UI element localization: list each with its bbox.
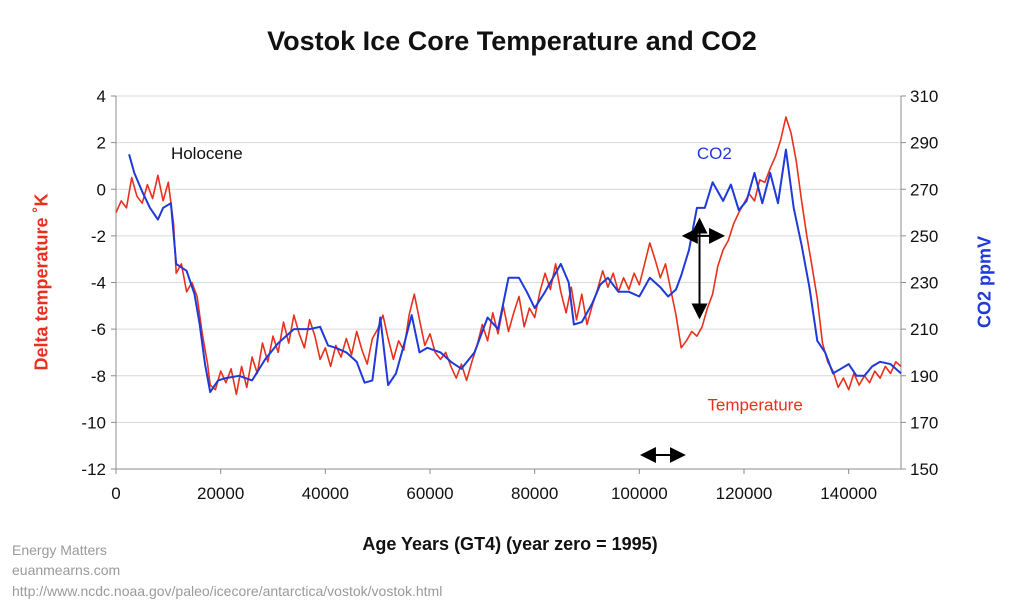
right-tick-label: 230 xyxy=(910,274,938,293)
left-tick-label: 2 xyxy=(97,134,106,153)
right-tick-label: 210 xyxy=(910,320,938,339)
right-tick-label: 170 xyxy=(910,413,938,432)
right-tick-label: 270 xyxy=(910,180,938,199)
x-tick-label: 100000 xyxy=(611,484,668,503)
left-tick-label: -2 xyxy=(91,227,106,246)
x-tick-label: 20000 xyxy=(197,484,244,503)
right-tick-label: 250 xyxy=(910,227,938,246)
series-line-co2 xyxy=(128,148,902,394)
left-tick-label: -6 xyxy=(91,320,106,339)
temperature-series-label: Temperature xyxy=(707,396,802,415)
left-tick-label: 4 xyxy=(97,87,106,106)
left-tick-label: -8 xyxy=(91,367,106,386)
x-tick-label: 40000 xyxy=(302,484,349,503)
x-axis-label: Age Years (GT4) (year zero = 1995) xyxy=(362,534,658,554)
x-tick-label: 60000 xyxy=(406,484,453,503)
left-tick-label: -10 xyxy=(81,413,106,432)
x-tick-label: 120000 xyxy=(716,484,773,503)
right-tick-label: 310 xyxy=(910,87,938,106)
x-tick-label: 80000 xyxy=(511,484,558,503)
x-tick-label: 140000 xyxy=(820,484,877,503)
chart-title: Vostok Ice Core Temperature and CO2 xyxy=(267,26,757,56)
series-line-temperature xyxy=(115,116,902,396)
x-tick-label: 0 xyxy=(111,484,120,503)
left-tick-label: -12 xyxy=(81,460,106,479)
credit-line-2: euanmearns.com xyxy=(12,562,121,578)
holocene-label: Holocene xyxy=(171,144,243,163)
left-tick-label: -4 xyxy=(91,274,106,293)
credit-line-1: Energy Matters xyxy=(12,542,107,558)
credit-source-url: http://www.ncdc.noaa.gov/paleo/icecore/a… xyxy=(12,583,443,599)
right-tick-label: 290 xyxy=(910,134,938,153)
right-tick-label: 190 xyxy=(910,367,938,386)
right-tick-label: 150 xyxy=(910,460,938,479)
co2-series-label: CO2 xyxy=(697,144,732,163)
left-tick-label: 0 xyxy=(97,180,106,199)
